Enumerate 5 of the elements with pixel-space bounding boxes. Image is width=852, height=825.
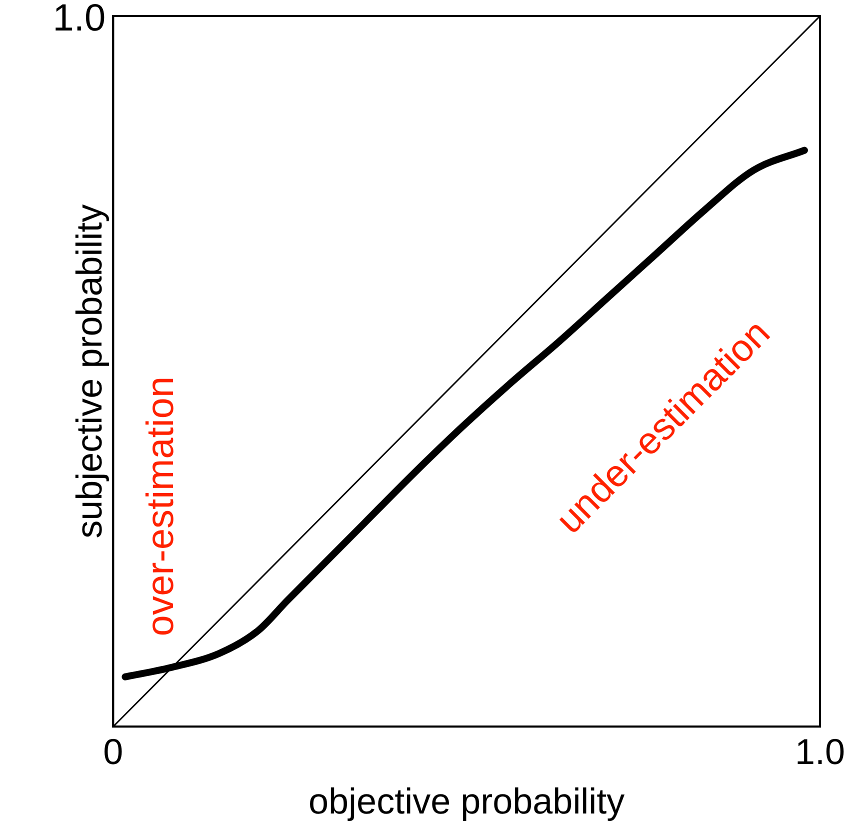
text: 1.0 <box>52 0 106 40</box>
y-axis-title: subjective probability <box>68 204 110 538</box>
x-tick-label: 0 <box>103 731 124 772</box>
annotation: over-estimation <box>140 376 182 636</box>
x-axis-title: objective probability <box>308 780 625 822</box>
